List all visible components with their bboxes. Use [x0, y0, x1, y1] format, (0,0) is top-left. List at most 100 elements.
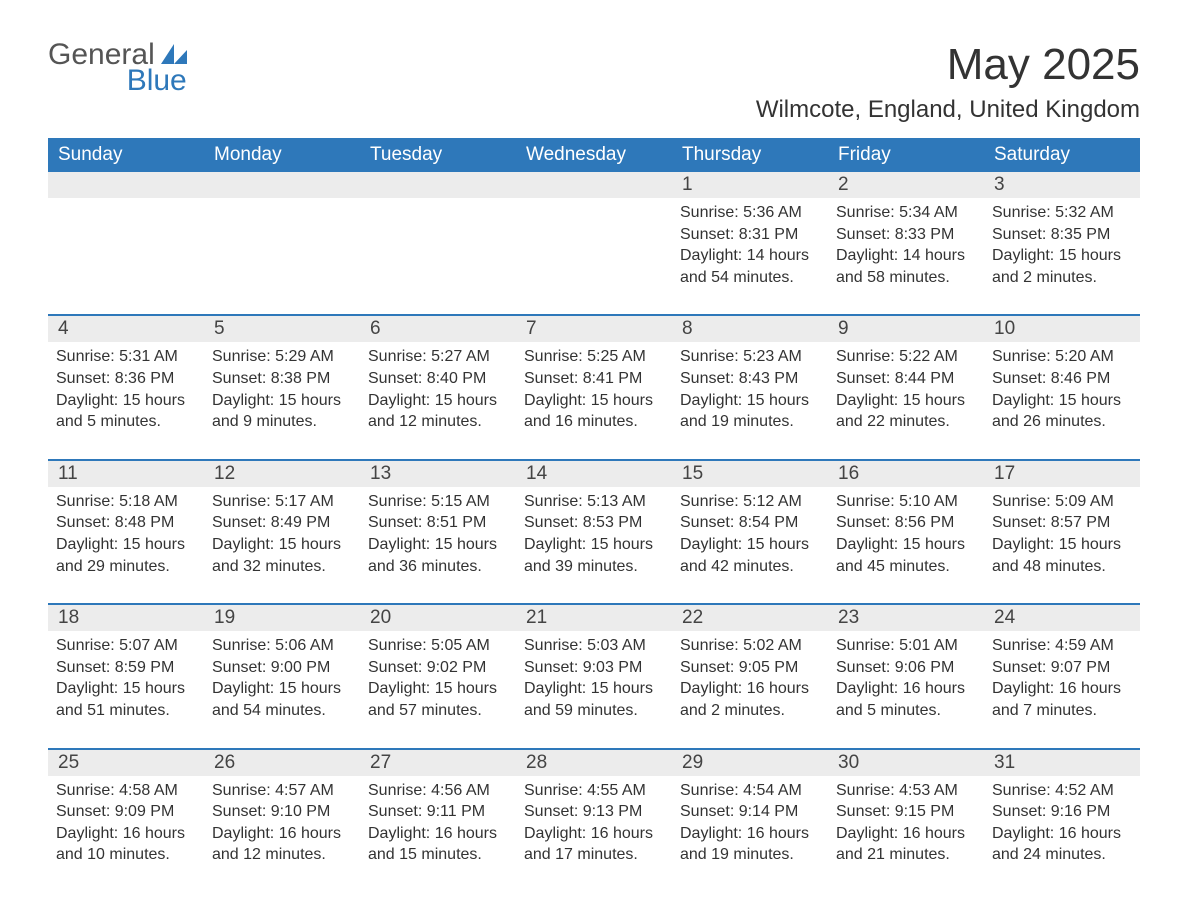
page-title: May 2025	[756, 40, 1140, 90]
daylight-line: Daylight: 15 hours and 16 minutes.	[524, 390, 664, 433]
calendar-day: 17Sunrise: 5:09 AMSunset: 8:57 PMDayligh…	[984, 461, 1140, 585]
calendar-day: 1Sunrise: 5:36 AMSunset: 8:31 PMDaylight…	[672, 172, 828, 296]
day-number: 11	[48, 461, 204, 487]
daylight-line: Daylight: 15 hours and 57 minutes.	[368, 678, 508, 721]
sunrise-line: Sunrise: 4:59 AM	[992, 635, 1132, 657]
day-info: Sunrise: 5:06 AMSunset: 9:00 PMDaylight:…	[212, 635, 352, 721]
sunrise-line: Sunrise: 5:13 AM	[524, 491, 664, 513]
daylight-line: Daylight: 15 hours and 36 minutes.	[368, 534, 508, 577]
day-number: 3	[984, 172, 1140, 198]
day-info: Sunrise: 5:34 AMSunset: 8:33 PMDaylight:…	[836, 202, 976, 288]
daylight-line: Daylight: 16 hours and 12 minutes.	[212, 823, 352, 866]
brand-logo: General Blue	[48, 40, 187, 96]
daylight-line: Daylight: 15 hours and 51 minutes.	[56, 678, 196, 721]
sunrise-line: Sunrise: 5:03 AM	[524, 635, 664, 657]
calendar-day: 20Sunrise: 5:05 AMSunset: 9:02 PMDayligh…	[360, 605, 516, 729]
sunrise-line: Sunrise: 5:09 AM	[992, 491, 1132, 513]
day-info: Sunrise: 5:12 AMSunset: 8:54 PMDaylight:…	[680, 491, 820, 577]
sunset-line: Sunset: 8:59 PM	[56, 657, 196, 679]
sunrise-line: Sunrise: 5:31 AM	[56, 346, 196, 368]
sunset-line: Sunset: 8:57 PM	[992, 512, 1132, 534]
brand-bottom: Blue	[127, 66, 187, 96]
daylight-line: Daylight: 16 hours and 19 minutes.	[680, 823, 820, 866]
sunrise-line: Sunrise: 5:29 AM	[212, 346, 352, 368]
sunset-line: Sunset: 9:11 PM	[368, 801, 508, 823]
calendar-day: 15Sunrise: 5:12 AMSunset: 8:54 PMDayligh…	[672, 461, 828, 585]
sunset-line: Sunset: 8:51 PM	[368, 512, 508, 534]
sunset-line: Sunset: 8:56 PM	[836, 512, 976, 534]
day-number: 30	[828, 750, 984, 776]
calendar-week: 4Sunrise: 5:31 AMSunset: 8:36 PMDaylight…	[48, 314, 1140, 440]
column-header: Wednesday	[516, 138, 672, 172]
sunrise-line: Sunrise: 5:17 AM	[212, 491, 352, 513]
column-header: Friday	[828, 138, 984, 172]
calendar-day: 13Sunrise: 5:15 AMSunset: 8:51 PMDayligh…	[360, 461, 516, 585]
calendar-day: 21Sunrise: 5:03 AMSunset: 9:03 PMDayligh…	[516, 605, 672, 729]
calendar-day: 19Sunrise: 5:06 AMSunset: 9:00 PMDayligh…	[204, 605, 360, 729]
calendar-week: 11 Sunrise: 5:18 AMSunset: 8:48 PMDayligh…	[48, 459, 1140, 585]
day-info: Sunrise: 5:18 AMSunset: 8:48 PMDaylight:…	[56, 491, 196, 577]
daylight-line: Daylight: 15 hours and 32 minutes.	[212, 534, 352, 577]
calendar-day: 3 Sunrise: 5:32 AMSunset: 8:35 PMDaylight…	[984, 172, 1140, 296]
calendar-day: 14Sunrise: 5:13 AMSunset: 8:53 PMDayligh…	[516, 461, 672, 585]
day-info: Sunrise: 4:55 AMSunset: 9:13 PMDaylight:…	[524, 780, 664, 866]
sunset-line: Sunset: 8:38 PM	[212, 368, 352, 390]
day-info: Sunrise: 5:15 AMSunset: 8:51 PMDaylight:…	[368, 491, 508, 577]
day-number: 17	[984, 461, 1140, 487]
calendar-day: 7Sunrise: 5:25 AMSunset: 8:41 PMDaylight…	[516, 316, 672, 440]
sunset-line: Sunset: 9:09 PM	[56, 801, 196, 823]
calendar-day: 10Sunrise: 5:20 AMSunset: 8:46 PMDayligh…	[984, 316, 1140, 440]
day-info: Sunrise: 5:31 AMSunset: 8:36 PMDaylight:…	[56, 346, 196, 432]
daylight-line: Daylight: 15 hours and 22 minutes.	[836, 390, 976, 433]
sunset-line: Sunset: 9:16 PM	[992, 801, 1132, 823]
sunset-line: Sunset: 9:06 PM	[836, 657, 976, 679]
day-number: 20	[360, 605, 516, 631]
day-info: Sunrise: 5:10 AMSunset: 8:56 PMDaylight:…	[836, 491, 976, 577]
day-info: Sunrise: 4:56 AMSunset: 9:11 PMDaylight:…	[368, 780, 508, 866]
sunset-line: Sunset: 8:53 PM	[524, 512, 664, 534]
sunrise-line: Sunrise: 5:34 AM	[836, 202, 976, 224]
day-info: Sunrise: 5:07 AMSunset: 8:59 PMDaylight:…	[56, 635, 196, 721]
day-info: Sunrise: 4:53 AMSunset: 9:15 PMDaylight:…	[836, 780, 976, 866]
daylight-line: Daylight: 16 hours and 5 minutes.	[836, 678, 976, 721]
day-number: 23	[828, 605, 984, 631]
calendar-day: 9Sunrise: 5:22 AMSunset: 8:44 PMDaylight…	[828, 316, 984, 440]
sunset-line: Sunset: 9:14 PM	[680, 801, 820, 823]
day-number: 26	[204, 750, 360, 776]
day-number	[48, 172, 204, 198]
calendar-day: 2 Sunrise: 5:34 AMSunset: 8:33 PMDaylight…	[828, 172, 984, 296]
calendar-day: 12Sunrise: 5:17 AMSunset: 8:49 PMDayligh…	[204, 461, 360, 585]
day-info: Sunrise: 5:32 AMSunset: 8:35 PMDaylight:…	[992, 202, 1132, 288]
day-info: Sunrise: 5:02 AMSunset: 9:05 PMDaylight:…	[680, 635, 820, 721]
daylight-line: Daylight: 15 hours and 12 minutes.	[368, 390, 508, 433]
sunset-line: Sunset: 8:44 PM	[836, 368, 976, 390]
day-number: 24	[984, 605, 1140, 631]
daylight-line: Daylight: 16 hours and 21 minutes.	[836, 823, 976, 866]
calendar-day: 23Sunrise: 5:01 AMSunset: 9:06 PMDayligh…	[828, 605, 984, 729]
sunrise-line: Sunrise: 5:27 AM	[368, 346, 508, 368]
sunrise-line: Sunrise: 5:32 AM	[992, 202, 1132, 224]
calendar-day: 25Sunrise: 4:58 AMSunset: 9:09 PMDayligh…	[48, 750, 204, 874]
day-number: 21	[516, 605, 672, 631]
daylight-line: Daylight: 15 hours and 59 minutes.	[524, 678, 664, 721]
day-info: Sunrise: 5:27 AMSunset: 8:40 PMDaylight:…	[368, 346, 508, 432]
calendar-day: 4Sunrise: 5:31 AMSunset: 8:36 PMDaylight…	[48, 316, 204, 440]
daylight-line: Daylight: 16 hours and 10 minutes.	[56, 823, 196, 866]
column-header: Thursday	[672, 138, 828, 172]
day-number: 5	[204, 316, 360, 342]
sunrise-line: Sunrise: 5:25 AM	[524, 346, 664, 368]
day-info: Sunrise: 4:54 AMSunset: 9:14 PMDaylight:…	[680, 780, 820, 866]
day-number: 2	[828, 172, 984, 198]
sunrise-line: Sunrise: 5:06 AM	[212, 635, 352, 657]
sunrise-line: Sunrise: 5:07 AM	[56, 635, 196, 657]
day-number: 29	[672, 750, 828, 776]
sunrise-line: Sunrise: 4:52 AM	[992, 780, 1132, 802]
day-number: 14	[516, 461, 672, 487]
sunset-line: Sunset: 8:40 PM	[368, 368, 508, 390]
daylight-line: Daylight: 15 hours and 2 minutes.	[992, 245, 1132, 288]
calendar-day: 8Sunrise: 5:23 AMSunset: 8:43 PMDaylight…	[672, 316, 828, 440]
sunrise-line: Sunrise: 4:58 AM	[56, 780, 196, 802]
sunrise-line: Sunrise: 4:53 AM	[836, 780, 976, 802]
sunrise-line: Sunrise: 5:10 AM	[836, 491, 976, 513]
column-header: Tuesday	[360, 138, 516, 172]
